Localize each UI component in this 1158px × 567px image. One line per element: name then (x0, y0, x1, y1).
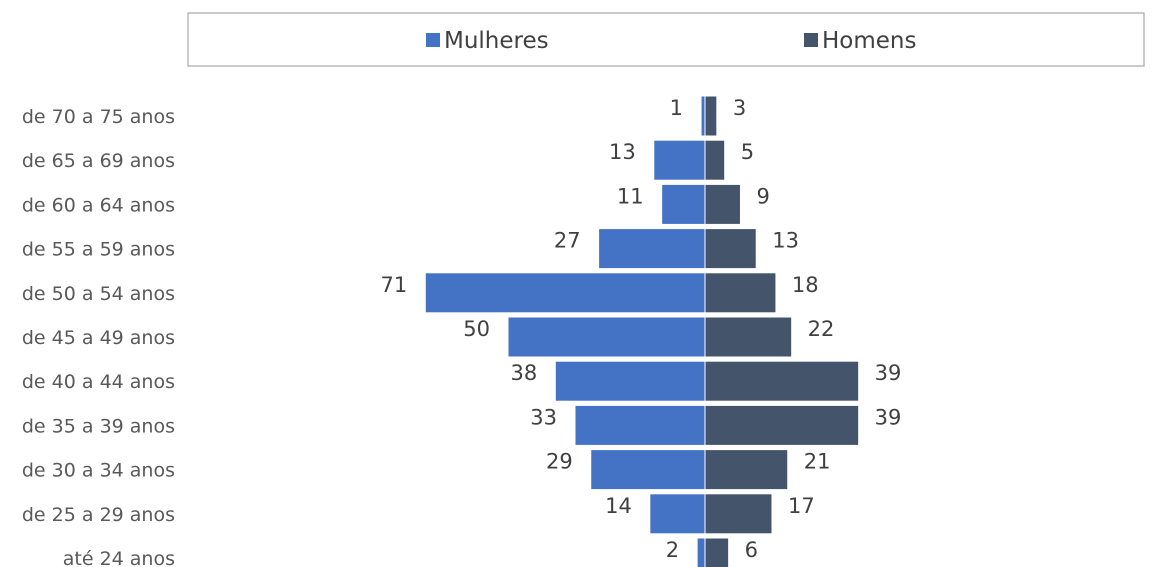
data-label-homens: 5 (741, 140, 754, 164)
data-label-homens: 22 (808, 317, 835, 341)
bar-homens (704, 139, 726, 181)
bar-mulheres (590, 449, 706, 491)
bar-mulheres (661, 183, 706, 225)
data-label-homens: 21 (804, 450, 831, 474)
bar-mulheres (649, 493, 706, 535)
bar-mulheres (507, 316, 706, 358)
category-axis-labels: de 70 a 75 anos de 65 a 69 anos de 60 a 64… (22, 106, 175, 567)
data-label-mulheres: 2 (666, 538, 679, 562)
bar-mulheres (554, 360, 706, 402)
bar-homens (704, 404, 860, 446)
data-label-homens: 9 (756, 184, 769, 208)
bar-mulheres (574, 404, 706, 446)
legend-box (187, 12, 1145, 67)
category-label: até 24 anos (63, 548, 175, 567)
category-label: de 55 a 59 anos (22, 239, 175, 261)
bar-homens (704, 95, 718, 137)
bar-mulheres (598, 228, 706, 270)
category-label: de 35 a 39 anos (22, 415, 175, 437)
data-label-mulheres: 71 (381, 273, 408, 297)
category-label: de 45 a 49 anos (22, 327, 175, 349)
data-label-homens: 17 (788, 494, 815, 518)
bar-homens (704, 493, 773, 535)
data-label-homens: 39 (875, 361, 902, 385)
category-label: de 50 a 54 anos (22, 283, 175, 305)
bar-homens (704, 183, 741, 225)
bar-homens (704, 449, 789, 491)
category-label: de 65 a 69 anos (22, 150, 175, 172)
data-label-mulheres: 13 (609, 140, 636, 164)
data-label-homens: 39 (875, 405, 902, 429)
bar-homens (704, 272, 777, 314)
data-label-mulheres: 1 (670, 96, 683, 120)
bar-homens (704, 316, 793, 358)
bar-mulheres (700, 95, 706, 137)
legend-label-mulheres: Mulheres (444, 28, 549, 54)
legend: Mulheres Homens (426, 28, 916, 54)
data-label-mulheres: 29 (546, 450, 573, 474)
category-label: de 40 a 44 anos (22, 371, 175, 393)
bar-mulheres (653, 139, 706, 181)
data-label-homens: 6 (745, 538, 758, 562)
data-label-homens: 18 (792, 273, 819, 297)
data-label-mulheres: 14 (605, 494, 632, 518)
bar-homens (704, 228, 757, 270)
bar-homens (704, 360, 860, 402)
category-label: de 30 a 34 anos (22, 460, 175, 482)
data-label-mulheres: 38 (511, 361, 538, 385)
legend-label-homens: Homens (822, 28, 916, 54)
category-label: de 60 a 64 anos (22, 194, 175, 216)
data-label-mulheres: 50 (463, 317, 490, 341)
bars (424, 95, 860, 567)
data-label-homens: 13 (772, 229, 799, 253)
data-label-mulheres: 27 (554, 229, 581, 253)
data-label-homens: 3 (733, 96, 746, 120)
data-label-mulheres: 11 (617, 184, 644, 208)
legend-swatch-mulheres (426, 33, 440, 47)
category-label: de 25 a 29 anos (22, 504, 175, 526)
bar-mulheres (424, 272, 706, 314)
data-label-mulheres: 33 (530, 405, 557, 429)
legend-swatch-homens (804, 33, 818, 47)
bar-homens (704, 537, 730, 567)
category-label: de 70 a 75 anos (22, 106, 175, 128)
bar-mulheres (696, 537, 706, 567)
